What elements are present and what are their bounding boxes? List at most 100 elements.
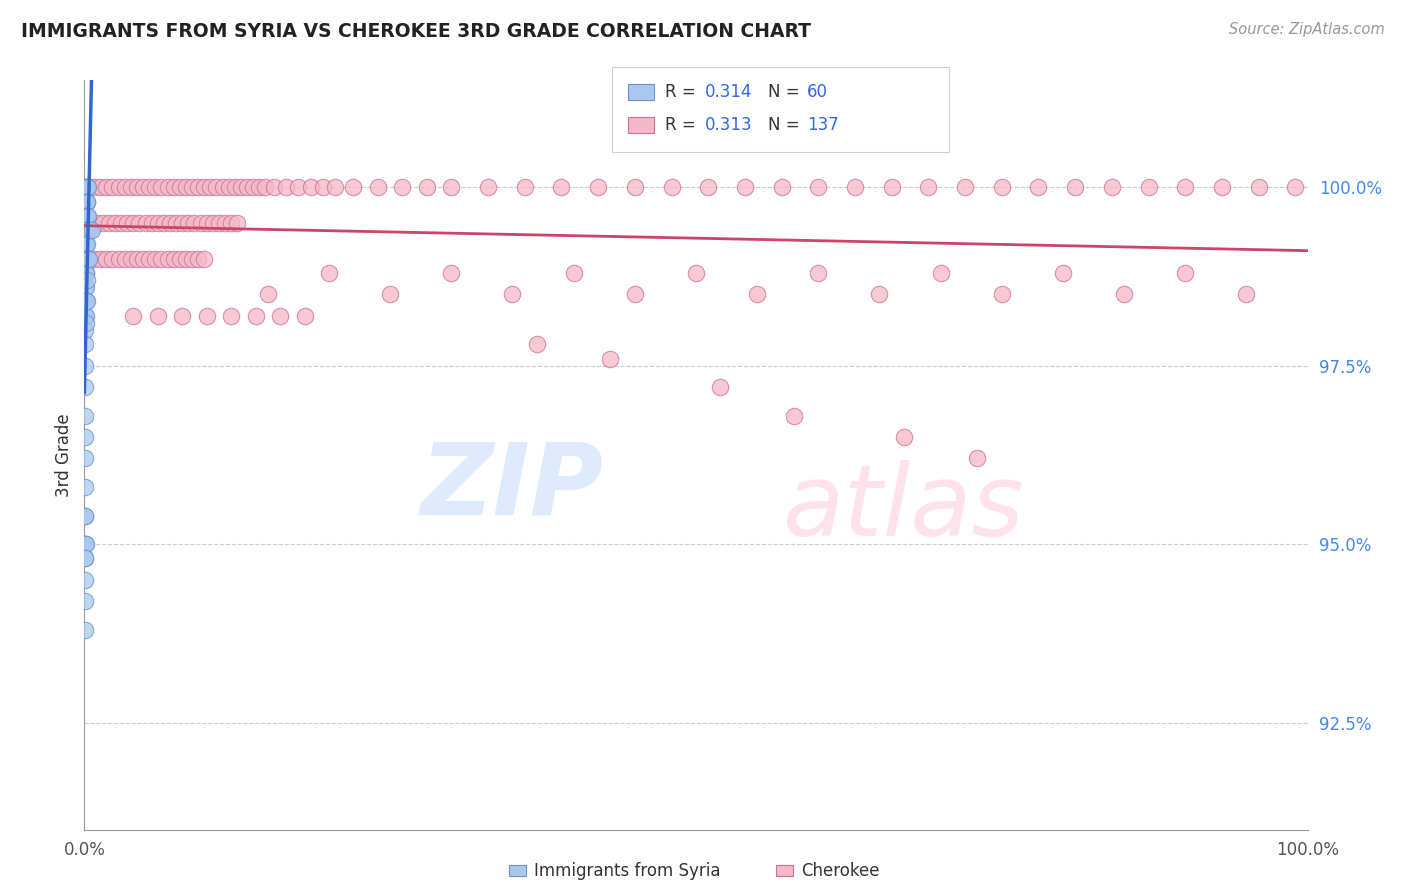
Point	[697, 180, 720, 194]
Point	[73, 323, 96, 337]
Point	[77, 180, 100, 194]
Point	[242, 180, 264, 194]
Point	[747, 287, 769, 301]
Text: Immigrants from Syria: Immigrants from Syria	[534, 862, 721, 880]
Point	[107, 252, 129, 266]
Point	[195, 309, 218, 323]
Point	[380, 287, 402, 301]
Point	[991, 287, 1014, 301]
Point	[1052, 266, 1074, 280]
Point	[917, 180, 939, 194]
Point	[76, 294, 98, 309]
Point	[89, 252, 111, 266]
Point	[75, 180, 97, 194]
Point	[247, 180, 270, 194]
Point	[219, 309, 242, 323]
Point	[783, 409, 806, 423]
Point	[75, 237, 97, 252]
Point	[172, 309, 194, 323]
Point	[929, 266, 952, 280]
Point	[75, 280, 97, 294]
Point	[159, 216, 181, 230]
Point	[163, 180, 186, 194]
Point	[79, 223, 101, 237]
Point	[114, 180, 136, 194]
Point	[187, 252, 209, 266]
Point	[75, 508, 97, 523]
Point	[73, 359, 96, 373]
Point	[416, 180, 439, 194]
Point	[991, 180, 1014, 194]
Point	[153, 216, 176, 230]
Point	[122, 216, 145, 230]
Point	[75, 537, 97, 551]
Point	[440, 180, 463, 194]
Point	[75, 252, 97, 266]
Y-axis label: 3rd Grade: 3rd Grade	[55, 413, 73, 497]
Point	[156, 180, 179, 194]
Point	[323, 180, 346, 194]
Point	[211, 180, 233, 194]
Point	[138, 252, 160, 266]
Point	[966, 451, 988, 466]
Point	[76, 209, 98, 223]
Text: N =: N =	[768, 116, 804, 134]
Point	[169, 252, 191, 266]
Text: 60: 60	[807, 83, 828, 101]
Point	[193, 252, 215, 266]
Text: R =: R =	[665, 83, 702, 101]
Point	[76, 209, 98, 223]
Point	[75, 223, 97, 237]
Point	[174, 180, 197, 194]
Point	[224, 180, 246, 194]
Point	[73, 508, 96, 523]
Point	[75, 537, 97, 551]
Point	[138, 180, 160, 194]
Text: 0.313: 0.313	[704, 116, 752, 134]
Point	[869, 287, 891, 301]
Point	[73, 430, 96, 444]
Point	[550, 180, 572, 194]
Point	[770, 180, 793, 194]
Point	[254, 180, 277, 194]
Point	[146, 309, 169, 323]
Point	[75, 316, 97, 330]
Point	[269, 309, 291, 323]
Point	[586, 180, 609, 194]
Point	[143, 180, 166, 194]
Point	[276, 180, 298, 194]
Point	[79, 216, 101, 230]
Point	[599, 351, 621, 366]
Point	[169, 180, 191, 194]
Point	[96, 252, 118, 266]
Point	[807, 266, 830, 280]
Point	[75, 180, 97, 194]
Point	[77, 252, 100, 266]
Point	[75, 209, 97, 223]
Text: IMMIGRANTS FROM SYRIA VS CHEROKEE 3RD GRADE CORRELATION CHART: IMMIGRANTS FROM SYRIA VS CHEROKEE 3RD GR…	[21, 22, 811, 41]
Point	[709, 380, 731, 394]
Point	[342, 180, 364, 194]
Point	[75, 194, 97, 209]
Point	[75, 237, 97, 252]
Point	[76, 223, 98, 237]
Point	[101, 180, 124, 194]
Point	[685, 266, 707, 280]
Point	[73, 409, 96, 423]
Point	[73, 594, 96, 608]
Point	[143, 252, 166, 266]
Point	[150, 180, 173, 194]
Point	[97, 216, 120, 230]
Point	[80, 223, 103, 237]
Point	[165, 216, 187, 230]
Point	[132, 252, 155, 266]
Point	[318, 266, 340, 280]
Point	[226, 216, 249, 230]
Point	[181, 252, 204, 266]
Point	[624, 287, 647, 301]
Text: atlas: atlas	[783, 460, 1025, 557]
Point	[73, 309, 96, 323]
Point	[120, 252, 142, 266]
Point	[77, 252, 100, 266]
Point	[77, 209, 100, 223]
